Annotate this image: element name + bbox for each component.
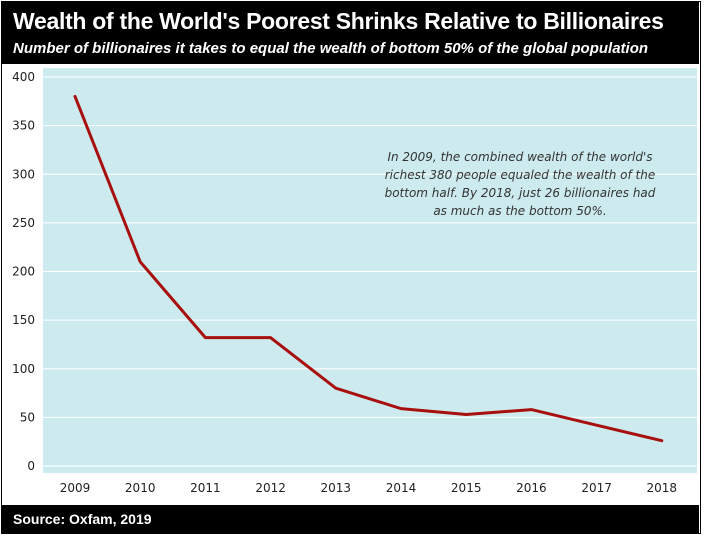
x-tick-label: 2018: [647, 481, 678, 495]
x-tick-label: 2011: [190, 481, 221, 495]
chart-annotation: In 2009, the combined wealth of the worl…: [384, 150, 656, 218]
chart-title: Wealth of the World's Poorest Shrinks Re…: [13, 8, 664, 34]
y-tick-label: 50: [20, 410, 35, 424]
x-tick-label: 2013: [321, 481, 352, 495]
data-point: [73, 95, 77, 98]
data-point: [399, 407, 403, 410]
data-point: [204, 336, 207, 339]
x-axis: 2009 2010 2011 2012 2013 2014 2015 2016 2017 2018: [60, 473, 677, 495]
y-tick-label: 400: [12, 70, 35, 84]
x-tick-label: 2015: [451, 481, 482, 495]
data-point: [269, 336, 272, 339]
series-group: [73, 94, 664, 443]
x-tick-label: 2010: [125, 481, 156, 495]
gridlines: [43, 76, 697, 467]
x-tick-label: 2017: [581, 481, 612, 495]
y-axis: 0 50 100 150 200 250 300 350 400: [12, 70, 35, 473]
data-point: [530, 408, 533, 411]
data-point: [139, 260, 142, 263]
y-tick-label: 350: [12, 119, 35, 133]
x-tick-label: 2012: [255, 481, 286, 495]
y-tick-label: 100: [12, 362, 35, 376]
y-tick-label: 150: [12, 313, 35, 327]
plot-area: [43, 68, 697, 473]
series-line: [73, 94, 664, 443]
x-tick-label: 2009: [60, 481, 91, 495]
data-point: [334, 387, 337, 390]
x-tick-label: 2014: [386, 481, 417, 495]
x-tick-label: 2016: [516, 481, 547, 495]
chart-header: Wealth of the World's Poorest Shrinks Re…: [2, 2, 699, 64]
y-tick-label: 250: [12, 216, 35, 230]
y-tick-label: 0: [27, 459, 35, 473]
y-tick-label: 200: [12, 265, 35, 279]
y-tick-label: 300: [12, 167, 35, 181]
source-note: Source: Oxfam, 2019: [13, 511, 152, 527]
chart-footer: Source: Oxfam, 2019: [2, 505, 699, 533]
data-point: [465, 413, 468, 416]
chart-subtitle: Number of billionaires it takes to equal…: [13, 40, 649, 57]
data-point: [660, 439, 663, 442]
data-point: [595, 423, 598, 427]
